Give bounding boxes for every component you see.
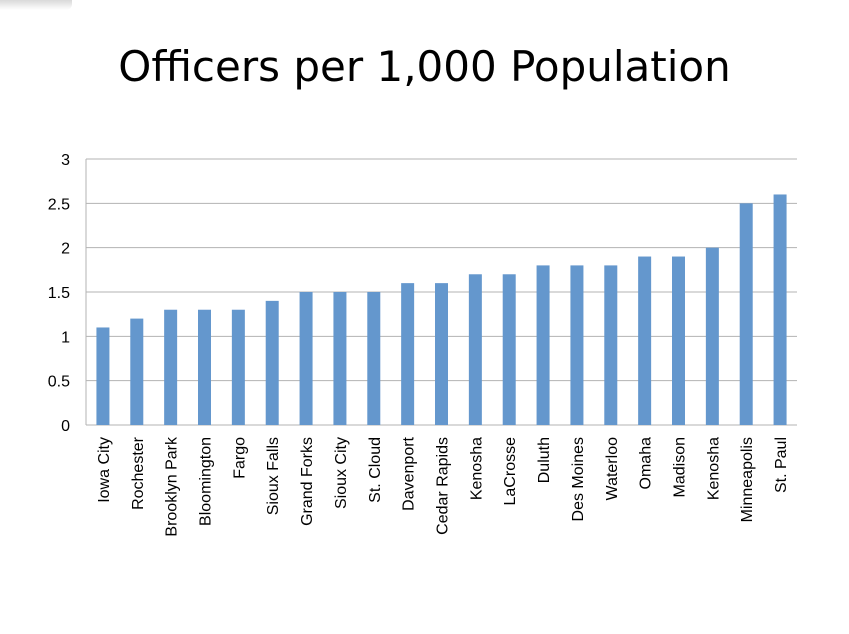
x-category-label: Waterloo [604, 437, 621, 501]
chart-title: Officers per 1,000 Population [118, 42, 731, 91]
x-category-label: St. Paul [773, 437, 790, 493]
bar [367, 292, 381, 425]
bar [604, 265, 618, 425]
x-category-label: Duluth [536, 437, 553, 483]
x-category-label: St. Cloud [367, 437, 384, 503]
bar [231, 309, 245, 425]
bar [401, 283, 415, 425]
bar [96, 327, 110, 425]
x-category-label: Brooklyn Park [164, 436, 181, 537]
bar [130, 318, 144, 425]
bar [198, 309, 211, 425]
bar [638, 256, 652, 425]
x-category-label: Kenosha [468, 437, 485, 500]
x-category-label: Sioux Falls [265, 437, 282, 515]
y-tick-label: 3 [61, 152, 70, 169]
y-tick-label: 2.5 [48, 196, 70, 213]
bar [502, 274, 516, 425]
x-category-label: Bloomington [198, 437, 215, 526]
bar [265, 300, 279, 425]
window-corner-shadow [0, 0, 72, 10]
y-tick-label: 0.5 [48, 374, 70, 391]
bar [435, 283, 448, 425]
x-axis-category-labels: Iowa City Rochester Brooklyn Park Bloomingt… [96, 436, 790, 537]
y-tick-label: 1 [61, 329, 70, 346]
x-category-label: Madison [672, 437, 689, 497]
bar [705, 247, 719, 425]
x-category-label: Grand Forks [299, 437, 316, 526]
bar [739, 203, 753, 425]
x-category-label: Cedar Rapids [435, 437, 452, 535]
y-tick-label: 2 [61, 241, 70, 258]
x-category-label: Des Moines [570, 437, 587, 521]
bar [773, 194, 787, 425]
x-category-label: Davenport [401, 436, 418, 510]
y-tick-label: 1.5 [48, 285, 70, 302]
bar [164, 309, 178, 425]
x-category-label: Kenosha [705, 437, 722, 500]
x-category-label: Fargo [231, 437, 248, 479]
bar [672, 256, 685, 425]
bar [299, 292, 313, 425]
x-category-label: Sioux City [333, 437, 350, 509]
x-category-label: Iowa City [96, 437, 113, 503]
bar [570, 265, 584, 425]
bars [96, 194, 787, 425]
bar [536, 265, 550, 425]
x-category-label: Rochester [130, 436, 147, 510]
bar [468, 274, 482, 425]
x-category-label: LaCrosse [502, 437, 519, 506]
x-category-label: Minneapolis [739, 437, 756, 522]
x-category-label: Omaha [638, 437, 655, 490]
y-axis-tick-labels: 0 0.5 1 1.5 2 2.5 3 [48, 152, 70, 435]
y-tick-label: 0 [61, 418, 70, 435]
bar [333, 292, 347, 425]
